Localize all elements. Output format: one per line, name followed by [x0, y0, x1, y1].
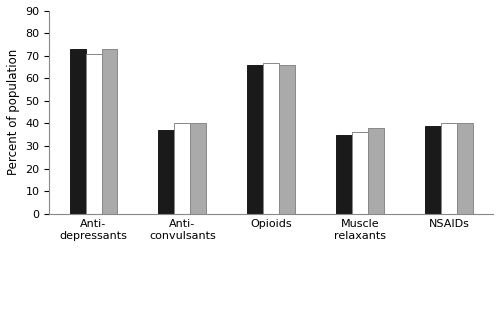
Bar — [279, 65, 295, 214]
Bar — [102, 49, 117, 214]
Bar — [158, 130, 174, 214]
Bar — [441, 123, 457, 214]
Bar — [263, 63, 279, 214]
Bar — [190, 123, 206, 214]
Bar — [70, 49, 86, 214]
Bar — [247, 65, 263, 214]
Y-axis label: Percent of population: Percent of population — [7, 49, 20, 175]
Bar — [174, 123, 190, 214]
Bar — [86, 54, 102, 214]
Bar — [425, 126, 441, 214]
Bar — [352, 133, 368, 214]
Bar — [457, 123, 473, 214]
Bar — [368, 128, 384, 214]
Bar — [336, 135, 352, 214]
